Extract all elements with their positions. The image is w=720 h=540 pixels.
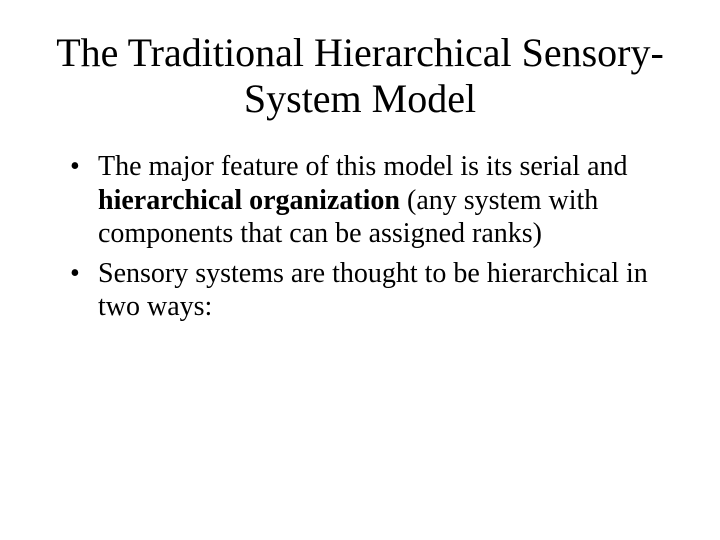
bullet-text-pre: Sensory systems are thought to be hierar… [98, 258, 648, 323]
bullet-text-bold: hierarchical organization [98, 185, 400, 216]
list-item: The major feature of this model is its s… [70, 150, 660, 251]
slide: The Traditional Hierarchical Sensory-Sys… [0, 0, 720, 540]
slide-title: The Traditional Hierarchical Sensory-Sys… [50, 30, 670, 122]
bullet-text-pre: The major feature of this model is its s… [98, 151, 628, 182]
list-item: Sensory systems are thought to be hierar… [70, 257, 660, 324]
bullet-list: The major feature of this model is its s… [50, 150, 670, 324]
